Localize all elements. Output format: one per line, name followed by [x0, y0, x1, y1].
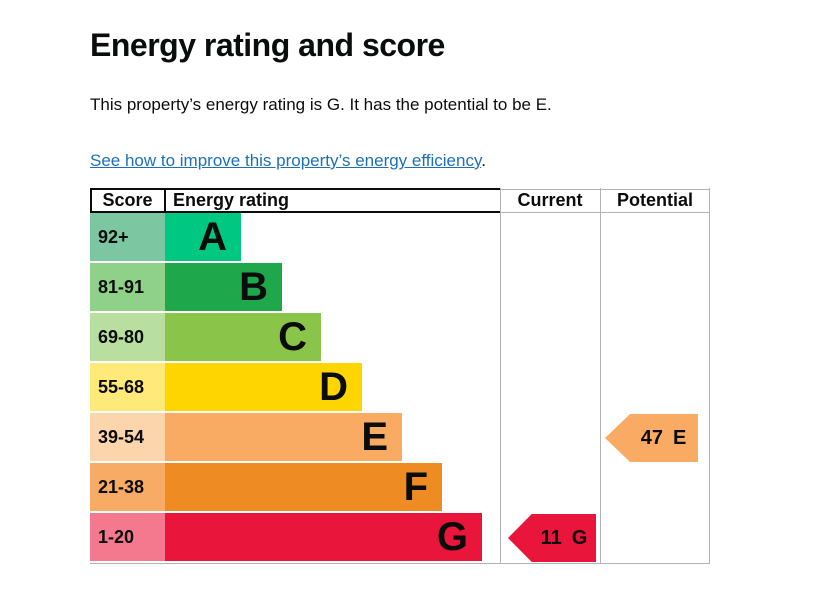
rating-row-d: 55-68 D	[90, 363, 710, 413]
grid-line-top-gray	[501, 189, 710, 190]
potential-band-letter: E	[672, 426, 687, 449]
rating-row-g: 1-20 G	[90, 513, 710, 563]
band-e: E	[165, 413, 402, 461]
band-g: G	[165, 513, 482, 561]
band-letter-e: E	[361, 415, 388, 459]
energy-rating-chart: Score Energy rating Current Potential 92…	[90, 188, 710, 565]
grid-line-header-bottom-gray	[501, 212, 710, 213]
current-score: 11	[540, 526, 562, 549]
column-header-potential: Potential	[616, 190, 693, 210]
grid-line-header-bottom-black	[90, 211, 501, 213]
band-b: B	[165, 263, 282, 311]
summary-text: This property’s energy rating is G. It h…	[90, 95, 552, 114]
score-range-d: 55-68	[90, 363, 165, 411]
band-letter-d: D	[319, 365, 348, 409]
band-c: C	[165, 313, 321, 361]
grid-line-right-edge	[709, 188, 710, 564]
band-letter-f: F	[403, 465, 428, 509]
column-header-score: Score	[102, 190, 153, 210]
band-f: F	[165, 463, 442, 511]
rating-row-f: 21-38 F	[90, 463, 710, 513]
rating-row-e: 39-54 E	[90, 413, 710, 463]
grid-line-header-left	[90, 188, 92, 213]
band-letter-c: C	[278, 315, 307, 359]
band-letter-g: G	[436, 515, 468, 559]
grid-line-current-left	[500, 188, 501, 564]
potential-score: 47	[640, 426, 663, 449]
rating-row-c: 69-80 C	[90, 313, 710, 363]
grid-line-header-divider	[164, 188, 166, 213]
score-range-b: 81-91	[90, 263, 165, 311]
link-suffix: .	[481, 151, 486, 170]
score-range-g: 1-20	[90, 513, 165, 561]
band-a: A	[165, 213, 241, 261]
band-letter-b: B	[239, 265, 268, 309]
rating-rows: 92+ A 81-91 B 69-80 C 55-68 D 39-54 E 21-38 F 1-20 G	[90, 213, 710, 563]
score-range-c: 69-80	[90, 313, 165, 361]
rating-row-a: 92+ A	[90, 213, 710, 263]
grid-line-potential-left	[600, 188, 601, 564]
column-header-energy-rating: Energy rating	[173, 190, 290, 210]
column-header-current: Current	[517, 190, 583, 210]
band-d: D	[165, 363, 362, 411]
score-range-a: 92+	[90, 213, 165, 261]
band-letter-a: A	[198, 215, 227, 259]
score-range-f: 21-38	[90, 463, 165, 511]
page-title: Energy rating and score	[90, 27, 445, 64]
rating-row-b: 81-91 B	[90, 263, 710, 313]
improve-efficiency-link[interactable]: See how to improve this property’s energ…	[90, 151, 482, 170]
score-range-e: 39-54	[90, 413, 165, 461]
grid-line-top-black	[90, 188, 501, 190]
link-line: See how to improve this property’s energ…	[90, 151, 486, 171]
grid-line-bottom	[90, 563, 710, 564]
current-band-letter: G	[571, 526, 588, 549]
